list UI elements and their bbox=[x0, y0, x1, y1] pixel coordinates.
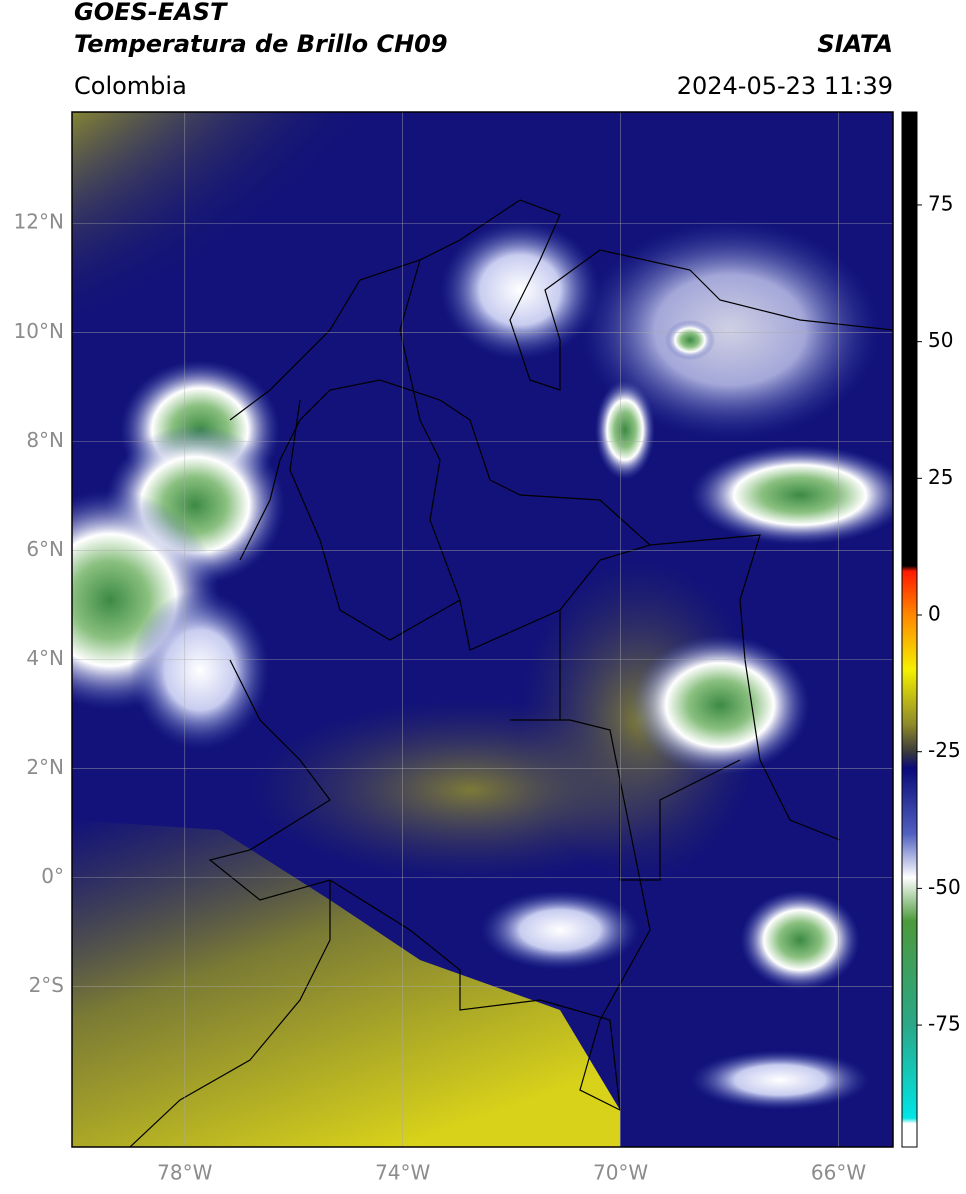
subtitle: Temperatura de Brillo CH09 bbox=[74, 30, 448, 58]
map-frame bbox=[71, 111, 894, 1148]
colorbar-tick-label: -25 bbox=[928, 738, 961, 762]
lat-tick-label: 2°S bbox=[29, 973, 64, 997]
lat-tick-label: 2°N bbox=[26, 755, 64, 779]
lat-tick-label: 6°N bbox=[26, 537, 64, 561]
region: Colombia bbox=[74, 72, 187, 100]
lon-tick-label: 78°W bbox=[157, 1161, 212, 1185]
title: GOES-EAST bbox=[74, 0, 228, 26]
colorbar-tick-label: -50 bbox=[928, 875, 961, 899]
colorbar-tick-label: -75 bbox=[928, 1012, 961, 1036]
colorbar-tick-label: 25 bbox=[928, 465, 953, 489]
lat-tick-label: 0° bbox=[41, 864, 64, 888]
colorbar-frame bbox=[901, 111, 918, 1148]
lat-tick-label: 12°N bbox=[14, 210, 64, 234]
lon-tick-label: 74°W bbox=[375, 1161, 430, 1185]
lon-tick-label: 70°W bbox=[593, 1161, 648, 1185]
lat-tick-label: 10°N bbox=[14, 319, 64, 343]
satellite-image bbox=[72, 112, 893, 1147]
colorbar bbox=[902, 112, 917, 1147]
colorbar-tick-label: 0 bbox=[928, 602, 941, 626]
lon-tick-label: 66°W bbox=[811, 1161, 866, 1185]
lat-tick-label: 4°N bbox=[26, 646, 64, 670]
borders bbox=[129, 199, 893, 1147]
lat-tick-label: 8°N bbox=[26, 428, 64, 452]
source: SIATA bbox=[817, 30, 893, 58]
datetime: 2024-05-23 11:39 bbox=[677, 72, 893, 100]
colorbar-tick-label: 50 bbox=[928, 328, 953, 352]
colorbar-tick-label: 75 bbox=[928, 191, 953, 215]
